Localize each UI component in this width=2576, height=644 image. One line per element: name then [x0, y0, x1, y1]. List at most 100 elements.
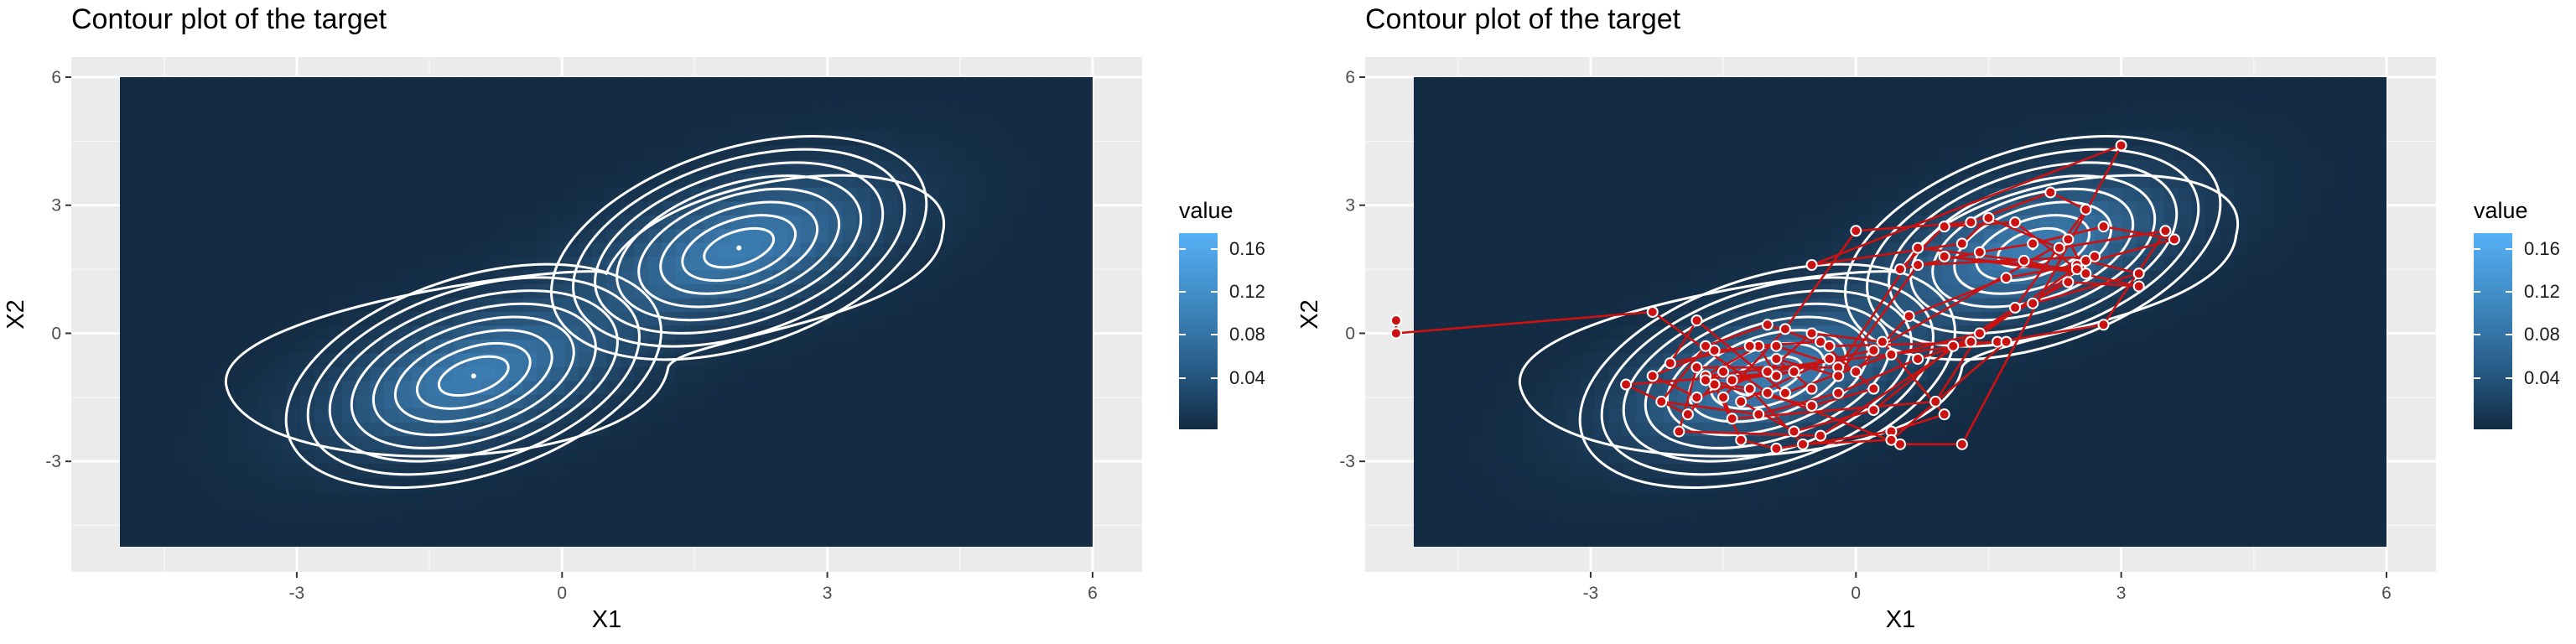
raster-cell	[953, 394, 969, 409]
raster-cell	[2108, 464, 2123, 479]
raster-cell	[814, 229, 829, 244]
raster-cell	[1900, 394, 1915, 409]
raster-cell	[1997, 422, 2012, 437]
raster-cell	[939, 491, 954, 506]
raster-cell	[1552, 146, 1567, 161]
raster-cell	[2080, 394, 2096, 409]
raster-cell	[480, 174, 496, 189]
raster-cell	[731, 408, 746, 423]
raster-cell	[731, 477, 746, 492]
raster-cell	[1441, 257, 1457, 272]
raster-cell	[606, 146, 621, 161]
raster-cell	[2220, 118, 2235, 133]
raster-cell	[689, 91, 704, 106]
contour-line	[703, 226, 776, 269]
raster-cell	[258, 505, 273, 520]
raster-cell	[2220, 77, 2235, 92]
raster-cell	[342, 201, 357, 216]
raster-cell	[1441, 519, 1457, 534]
raster-cell	[148, 91, 163, 106]
raster-cell	[634, 491, 649, 506]
raster-cell	[2330, 215, 2345, 230]
raster-cell	[1608, 505, 1623, 520]
raster-cell	[2220, 532, 2235, 547]
raster-cell	[1539, 491, 1554, 506]
raster-cell	[1023, 187, 1038, 202]
raster-cell	[1774, 298, 1790, 313]
raster-cell	[425, 519, 440, 534]
raster-cell	[1064, 118, 1080, 133]
contour-line	[681, 214, 797, 283]
trace-point	[1938, 221, 1950, 233]
raster-cell	[383, 422, 399, 437]
raster-cell	[981, 394, 996, 409]
raster-cell	[1594, 298, 1609, 313]
raster-cell	[2303, 91, 2318, 106]
raster-cell	[1914, 91, 1929, 106]
raster-cell	[314, 91, 330, 106]
raster-cell	[2205, 118, 2220, 133]
raster-cell	[1636, 215, 1651, 230]
raster-cell	[1524, 408, 1540, 423]
raster-cell	[342, 394, 357, 409]
raster-cell	[328, 505, 343, 520]
raster-cell	[258, 242, 273, 257]
raster-cell	[995, 519, 1010, 534]
trace-point	[2009, 216, 2022, 229]
raster-cell	[1427, 312, 1442, 327]
raster-cell	[439, 408, 454, 423]
y-tick-label: 3	[51, 196, 61, 216]
raster-cell	[2261, 422, 2277, 437]
raster-cell	[1497, 298, 1512, 313]
raster-cell	[2038, 394, 2054, 409]
raster-cell	[2303, 187, 2318, 202]
raster-cell	[356, 519, 371, 534]
raster-cell	[1566, 104, 1581, 120]
raster-cell	[1078, 77, 1093, 92]
raster-cell	[606, 284, 621, 299]
raster-cell	[2011, 436, 2026, 451]
raster-cell	[2066, 187, 2082, 202]
raster-cell	[1803, 187, 1818, 202]
raster-cell	[2038, 422, 2054, 437]
raster-cell	[1078, 422, 1093, 437]
raster-cell	[286, 159, 302, 174]
raster-cell	[189, 532, 205, 547]
raster-cell	[1566, 77, 1581, 92]
legend-tick-mark	[1179, 377, 1186, 379]
raster-cell	[1552, 464, 1567, 479]
raster-cell	[495, 519, 510, 534]
raster-cell	[828, 187, 844, 202]
trace-point	[2132, 267, 2145, 280]
raster-cell	[370, 187, 385, 202]
raster-cell	[189, 449, 205, 465]
raster-cell	[1789, 118, 1804, 133]
raster-cell	[1580, 519, 1596, 534]
raster-cell	[537, 381, 552, 396]
raster-cell	[2330, 201, 2345, 216]
raster-cell	[1566, 91, 1581, 106]
raster-cell	[189, 270, 205, 285]
raster-cell	[731, 422, 746, 437]
raster-cell	[2205, 422, 2220, 437]
raster-cell	[397, 505, 413, 520]
raster-cell	[1761, 519, 1776, 534]
raster-cell	[2261, 229, 2277, 244]
raster-cell	[231, 505, 246, 520]
raster-cell	[2053, 505, 2068, 520]
raster-cell	[1580, 257, 1596, 272]
raster-cell	[1941, 325, 1956, 340]
raster-cell	[745, 394, 760, 409]
raster-cell	[1455, 159, 1470, 174]
raster-cell	[2303, 422, 2318, 437]
raster-cell	[1886, 449, 1901, 465]
raster-cell	[245, 325, 260, 340]
legend-tick-mark	[1179, 248, 1186, 250]
contour-line	[637, 187, 841, 309]
raster-cell	[509, 132, 524, 147]
raster-cell	[1803, 77, 1818, 92]
raster-cell	[2095, 519, 2110, 534]
raster-cell	[1789, 477, 1804, 492]
raster-cell	[745, 353, 760, 368]
raster-cell	[1691, 532, 1706, 547]
